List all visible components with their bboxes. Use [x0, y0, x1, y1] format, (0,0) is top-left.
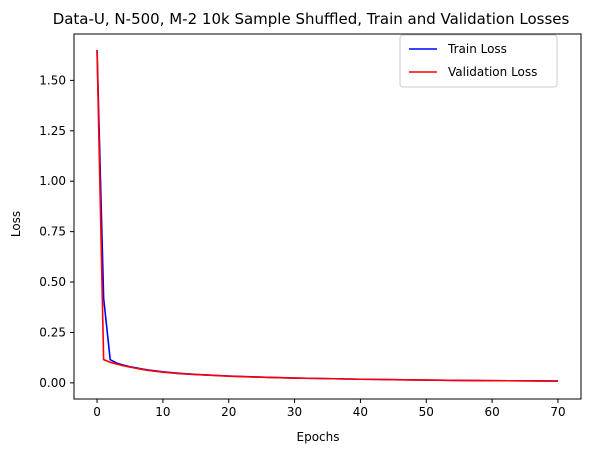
x-tick-label: 50 — [419, 405, 434, 419]
legend: Train Loss Validation Loss — [399, 34, 558, 88]
x-axis-label: Epochs — [297, 430, 340, 444]
x-tick-label: 70 — [550, 405, 565, 419]
y-tick-label: 0.50 — [39, 275, 66, 289]
x-tick-label: 60 — [484, 405, 499, 419]
y-tick-label: 0.00 — [39, 376, 66, 390]
x-tick-label: 10 — [155, 405, 170, 419]
plot-lines — [96, 50, 558, 382]
y-tick-label: 0.75 — [39, 225, 66, 239]
series-line-validation-loss — [96, 50, 558, 382]
x-tick-label: 0 — [93, 405, 101, 419]
y-axis: 0.00 0.25 0.50 0.75 1.00 1.25 1.50 — [39, 73, 74, 390]
legend-box — [399, 34, 558, 88]
x-tick-label: 30 — [287, 405, 302, 419]
y-axis-label: Loss — [9, 211, 23, 237]
x-axis: 0 10 20 30 40 50 60 70 — [93, 399, 566, 419]
legend-label: Train Loss — [447, 42, 507, 56]
y-tick-label: 1.00 — [39, 174, 66, 188]
chart-title: Data-U, N-500, M-2 10k Sample Shuffled, … — [53, 10, 570, 28]
plot-frame — [73, 33, 582, 400]
y-tick-label: 1.25 — [39, 124, 66, 138]
y-tick-label: 0.25 — [39, 325, 66, 339]
y-tick-label: 1.50 — [39, 73, 66, 87]
x-tick-label: 40 — [353, 405, 368, 419]
x-tick-label: 20 — [221, 405, 236, 419]
legend-label: Validation Loss — [448, 65, 537, 79]
series-line-train-loss — [96, 50, 558, 382]
